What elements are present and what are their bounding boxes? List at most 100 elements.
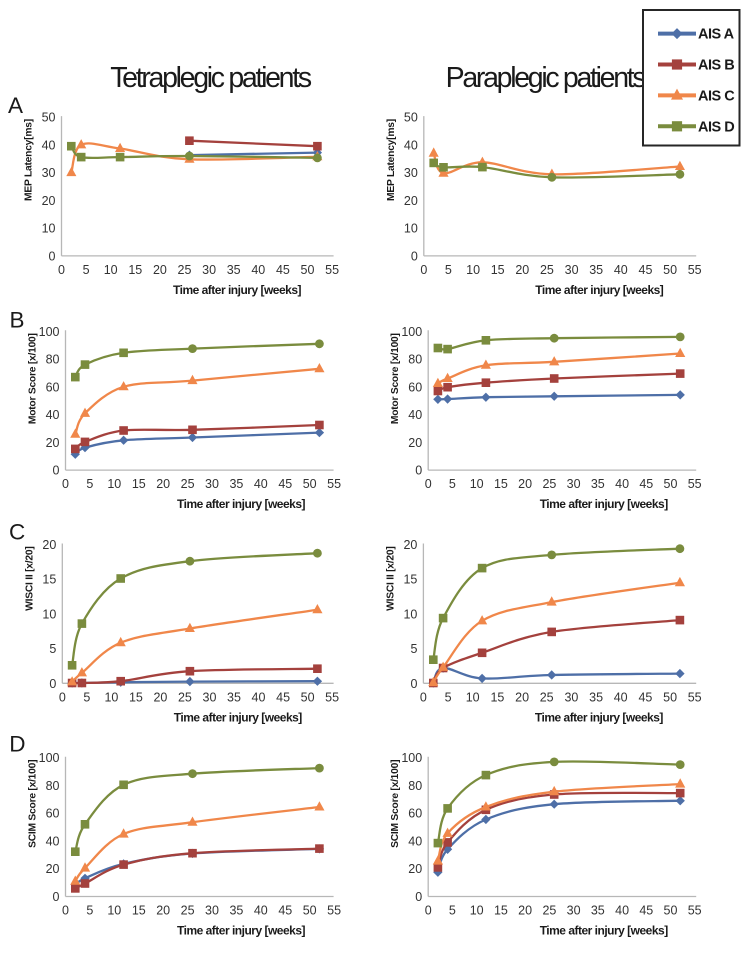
svg-text:0: 0: [425, 904, 432, 918]
svg-text:15: 15: [132, 904, 146, 918]
svg-text:0: 0: [415, 464, 422, 478]
svg-text:5: 5: [410, 642, 417, 656]
svg-text:C: C: [9, 520, 25, 545]
svg-text:35: 35: [591, 477, 605, 491]
svg-text:0: 0: [415, 890, 422, 904]
svg-text:15: 15: [128, 263, 142, 277]
svg-text:45: 45: [276, 263, 290, 277]
svg-text:20: 20: [42, 194, 56, 208]
svg-text:80: 80: [46, 353, 60, 367]
svg-text:50: 50: [663, 263, 677, 277]
svg-text:35: 35: [229, 477, 243, 491]
svg-text:80: 80: [408, 353, 422, 367]
svg-text:100: 100: [401, 325, 422, 339]
svg-text:WISCI II [x/20]: WISCI II [x/20]: [24, 547, 35, 611]
svg-text:WISCI II [x/20]: WISCI II [x/20]: [385, 547, 396, 611]
svg-text:40: 40: [251, 263, 265, 277]
svg-text:0: 0: [59, 690, 66, 704]
svg-text:60: 60: [46, 807, 60, 821]
svg-text:35: 35: [227, 690, 241, 704]
svg-text:55: 55: [688, 904, 702, 918]
svg-text:20: 20: [515, 690, 529, 704]
svg-text:25: 25: [181, 477, 195, 491]
svg-text:30: 30: [564, 690, 578, 704]
svg-text:100: 100: [401, 751, 422, 765]
svg-text:10: 10: [42, 222, 56, 236]
svg-text:10: 10: [466, 263, 480, 277]
svg-text:0: 0: [49, 249, 56, 263]
svg-text:0: 0: [53, 464, 60, 478]
svg-text:SCIM Score [x/100]: SCIM Score [x/100]: [28, 760, 39, 848]
svg-text:55: 55: [688, 263, 702, 277]
svg-text:0: 0: [62, 477, 69, 491]
svg-text:15: 15: [491, 263, 505, 277]
svg-text:0: 0: [420, 690, 427, 704]
svg-text:Motor Score [x/100]: Motor Score [x/100]: [390, 333, 401, 424]
svg-text:45: 45: [639, 477, 653, 491]
svg-text:0: 0: [62, 904, 69, 918]
svg-text:25: 25: [540, 690, 554, 704]
svg-text:15: 15: [494, 477, 508, 491]
svg-text:0: 0: [53, 890, 60, 904]
svg-text:Motor Score [x/100]: Motor Score [x/100]: [28, 333, 39, 424]
svg-text:40: 40: [614, 263, 628, 277]
svg-text:0: 0: [420, 263, 427, 277]
svg-text:0: 0: [411, 249, 418, 263]
svg-text:40: 40: [42, 138, 56, 152]
svg-text:45: 45: [639, 263, 653, 277]
svg-text:45: 45: [278, 904, 292, 918]
svg-text:D: D: [9, 731, 25, 756]
svg-text:55: 55: [325, 690, 339, 704]
svg-text:40: 40: [614, 690, 628, 704]
svg-text:25: 25: [540, 263, 554, 277]
svg-text:30: 30: [404, 166, 418, 180]
svg-text:MEP Latency[ms]: MEP Latency[ms]: [24, 119, 35, 201]
svg-text:30: 30: [565, 263, 579, 277]
svg-text:B: B: [10, 308, 25, 333]
svg-text:55: 55: [688, 477, 702, 491]
svg-text:0: 0: [58, 263, 65, 277]
svg-text:30: 30: [202, 263, 216, 277]
svg-text:15: 15: [132, 477, 146, 491]
svg-text:35: 35: [229, 904, 243, 918]
svg-text:Time after injury [weeks]: Time after injury [weeks]: [177, 924, 306, 938]
svg-text:25: 25: [542, 904, 556, 918]
svg-text:25: 25: [178, 263, 192, 277]
svg-text:50: 50: [664, 477, 678, 491]
svg-text:20: 20: [46, 862, 60, 876]
svg-text:20: 20: [156, 904, 170, 918]
svg-text:10: 10: [107, 904, 121, 918]
svg-text:60: 60: [408, 807, 422, 821]
svg-text:20: 20: [515, 263, 529, 277]
svg-text:45: 45: [638, 690, 652, 704]
svg-text:Paraplegic patients: Paraplegic patients: [446, 62, 647, 94]
svg-text:35: 35: [227, 263, 241, 277]
svg-text:SCIM Score [x/100]: SCIM Score [x/100]: [390, 760, 401, 848]
svg-text:80: 80: [46, 779, 60, 793]
svg-text:5: 5: [49, 642, 56, 656]
svg-text:AIS D: AIS D: [698, 119, 734, 135]
svg-text:15: 15: [494, 904, 508, 918]
svg-text:25: 25: [181, 904, 195, 918]
svg-text:50: 50: [404, 111, 418, 125]
svg-text:40: 40: [615, 477, 629, 491]
svg-text:20: 20: [46, 436, 60, 450]
svg-text:Time after injury [weeks]: Time after injury [weeks]: [540, 497, 669, 511]
svg-text:5: 5: [86, 904, 93, 918]
svg-text:60: 60: [46, 380, 60, 394]
svg-text:55: 55: [325, 263, 339, 277]
svg-text:10: 10: [104, 263, 118, 277]
svg-text:MEP Latency[ms]: MEP Latency[ms]: [386, 119, 397, 201]
svg-text:40: 40: [254, 904, 268, 918]
svg-text:60: 60: [408, 380, 422, 394]
svg-text:50: 50: [663, 690, 677, 704]
svg-text:20: 20: [518, 904, 532, 918]
svg-text:Time after injury [weeks]: Time after injury [weeks]: [535, 710, 664, 724]
svg-text:40: 40: [615, 904, 629, 918]
svg-text:80: 80: [408, 779, 422, 793]
svg-text:10: 10: [404, 222, 418, 236]
svg-text:20: 20: [42, 538, 56, 552]
svg-text:0: 0: [49, 677, 56, 691]
svg-text:30: 30: [203, 690, 217, 704]
svg-text:50: 50: [303, 904, 317, 918]
